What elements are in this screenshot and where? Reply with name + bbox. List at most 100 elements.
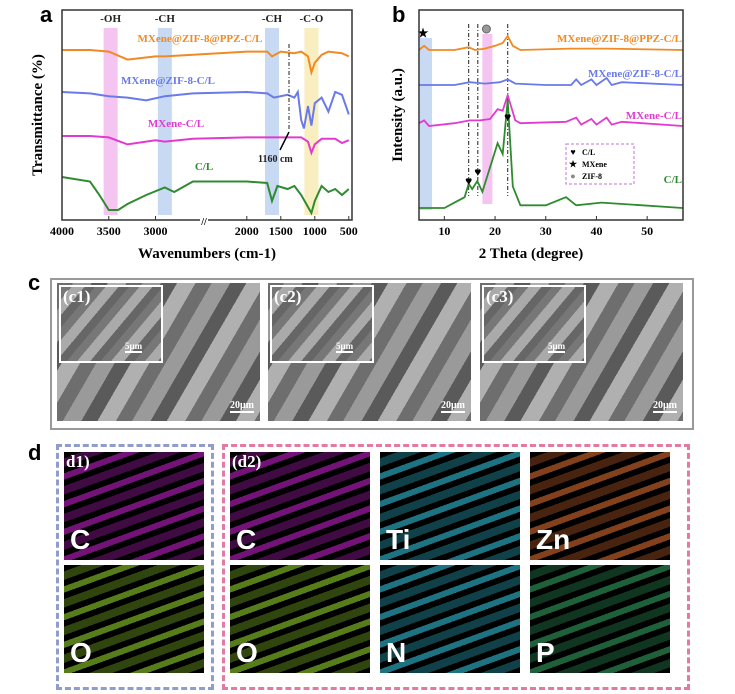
sem-inset xyxy=(59,285,163,363)
image-tag: d1) xyxy=(66,452,90,471)
element-label: C xyxy=(70,524,91,555)
ftir-series-line xyxy=(62,49,350,77)
legend-symbol-icon: ♥ xyxy=(570,147,575,157)
heart-marker-icon: ♥ xyxy=(504,110,511,124)
ftir-chart: -OH -CH -CH -C-O MXene@ZIF-8@PPZ-C/L MXene@ZI… xyxy=(30,9,358,262)
x-axis-label: 2 Theta (degree) xyxy=(479,246,583,262)
eds-map-p: P xyxy=(530,565,670,673)
d1-frame xyxy=(56,444,214,690)
x-tick-label: 30 xyxy=(540,224,552,238)
series-label: MXene@ZIF-8-C/L xyxy=(121,75,215,87)
arrow xyxy=(279,131,290,151)
sem-image: (c2) 5μm 20μm xyxy=(268,283,471,421)
band-label: -OH xyxy=(100,13,121,25)
d2-frame xyxy=(222,444,690,690)
element-label: P xyxy=(536,637,555,668)
series-label: MXene-C/L xyxy=(148,118,204,130)
xrd-series-line xyxy=(418,92,683,127)
ftir-series-line xyxy=(61,89,350,129)
scale-bar: 20μm xyxy=(653,400,677,413)
y-axis-label: Transmittance (%) xyxy=(30,54,46,176)
panel-label-a: a xyxy=(40,2,53,27)
eds-map-c: C xyxy=(64,452,204,560)
legend-box xyxy=(565,143,635,185)
x-tick-label: 50 xyxy=(641,224,653,238)
sem-image: (c1) 5μm 20μm xyxy=(57,283,260,421)
panel-label-b: b xyxy=(392,2,406,27)
image-tag: (c3) xyxy=(486,287,514,306)
legend-symbol-icon: ★ xyxy=(569,159,578,169)
series-label: MXene@ZIF-8-C/L xyxy=(588,68,682,80)
x-tick-label: 500 xyxy=(340,224,358,238)
element-label: Ti xyxy=(386,524,411,555)
eds-map-n: N xyxy=(380,565,520,673)
xrd-chart: MXene@ZIF-8@PPZ-C/L MXene@ZIF-8-C/L MXene-… xyxy=(390,9,684,262)
x-tick-label: 3500 xyxy=(97,224,121,238)
x-tick-label: 1500 xyxy=(269,224,293,238)
element-label: O xyxy=(70,637,92,668)
series-label: MXene@ZIF-8@PPZ-C/L xyxy=(138,33,263,45)
inset-scale-bar: 5μm xyxy=(125,341,143,353)
panel-label-c: c xyxy=(28,270,41,295)
axes-frame xyxy=(418,9,684,221)
x-tick-label: 4000 xyxy=(50,224,74,238)
image-tag: (c2) xyxy=(274,287,302,306)
x-tick-label: 2000 xyxy=(235,224,259,238)
sem-image: (c3) 5μm 20μm xyxy=(480,283,683,421)
eds-map-c: C xyxy=(230,452,370,560)
scale-bar: 20μm xyxy=(441,400,465,413)
series-label: MXene@ZIF-8@PPZ-C/L xyxy=(557,33,682,45)
element-label: C xyxy=(236,524,257,555)
legend-symbol-icon: ● xyxy=(570,171,575,181)
band-1 xyxy=(157,28,172,215)
x-axis-label: Wavenumbers (cm-1) xyxy=(138,246,276,262)
eds-map-ti: Ti xyxy=(380,452,520,560)
heart-marker-icon: ♥ xyxy=(474,165,481,179)
image-tag: (d2) xyxy=(232,452,262,471)
ftir-series-line xyxy=(62,135,350,156)
x-tick-label: 20 xyxy=(489,224,501,238)
series-label: MXene-C/L xyxy=(626,110,682,122)
circle-marker-icon xyxy=(481,24,491,34)
series-label: C/L xyxy=(195,161,213,173)
scale-bar: 20μm xyxy=(230,400,254,413)
element-label: Zn xyxy=(536,524,571,555)
band-2 xyxy=(264,28,279,215)
legend-entry: ZIF-8 xyxy=(582,172,602,181)
annotation: 1160 cm xyxy=(258,154,293,165)
x-tick-label: 40 xyxy=(590,224,602,238)
xrd-series-line xyxy=(419,76,683,87)
legend-entry: MXene xyxy=(582,160,607,169)
image-tag: (c1) xyxy=(63,287,91,306)
charts-ab: -OH -CH -CH -C-OMXene@ZIF-8@PPZ-C/LMXene@ZI… xyxy=(30,9,684,262)
eds-map-zn: Zn xyxy=(530,452,670,560)
sem-inset xyxy=(270,285,374,363)
heart-marker-icon: ♥ xyxy=(465,174,472,188)
star-icon: ★ xyxy=(418,26,429,40)
x-tick-label: 10 xyxy=(438,224,450,238)
band-0 xyxy=(103,28,118,215)
series-label: C/L xyxy=(664,174,682,186)
band-label: -C-O xyxy=(299,13,323,25)
xrd-series-line xyxy=(419,99,683,209)
inset-scale-bar: 5μm xyxy=(336,341,354,353)
ftir-series-line xyxy=(61,176,350,216)
panel-label-d: d xyxy=(28,440,42,465)
x-tick-label: 1000 xyxy=(303,224,327,238)
element-label: O xyxy=(236,637,258,668)
element-label: N xyxy=(386,637,407,668)
x-tick-label: 3000 xyxy=(144,224,168,238)
y-axis-label: Intensity (a.u.) xyxy=(390,68,406,162)
xrd-series-line xyxy=(418,34,683,51)
eds-map-o: O xyxy=(64,565,204,673)
inset-scale-bar: 5μm xyxy=(548,341,566,353)
eds-map-o: O xyxy=(230,565,370,673)
axis-break-mark: // xyxy=(200,217,207,228)
mxene-band xyxy=(420,38,433,210)
legend-entry: C/L xyxy=(582,148,595,157)
band-label: -CH xyxy=(155,13,176,25)
axis-break xyxy=(200,216,208,224)
sem-inset xyxy=(482,285,586,363)
band-label: -CH xyxy=(262,13,283,25)
